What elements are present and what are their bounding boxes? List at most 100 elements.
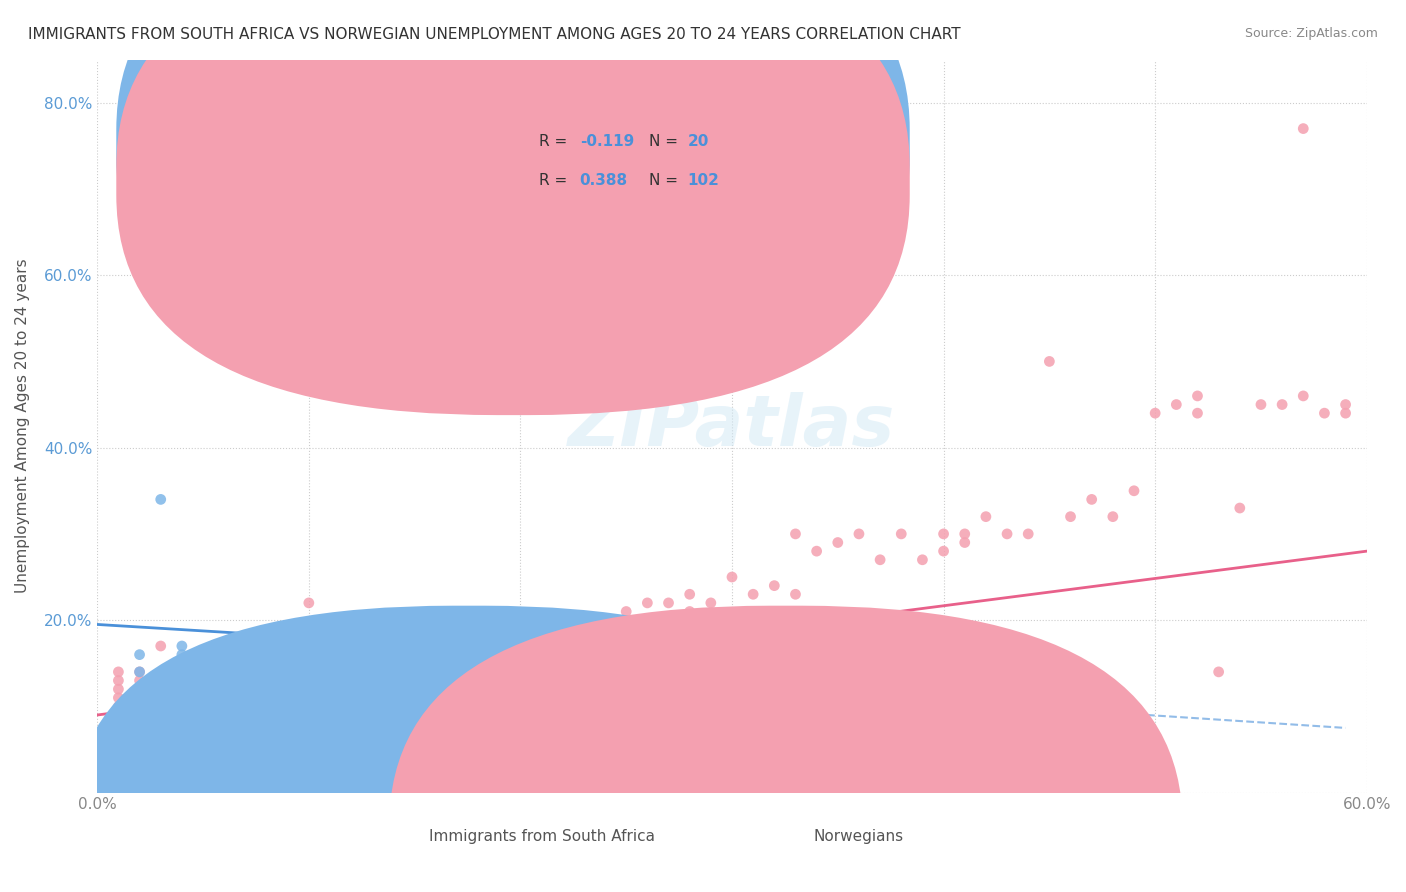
Text: N =: N = — [650, 173, 683, 188]
Point — [107, 673, 129, 688]
Point — [298, 596, 321, 610]
Point — [848, 527, 870, 541]
Text: 0.388: 0.388 — [579, 173, 628, 188]
Point — [425, 716, 447, 731]
Text: N =: N = — [650, 134, 683, 149]
Point — [593, 613, 616, 627]
Point — [170, 673, 193, 688]
Point — [974, 673, 997, 688]
Point — [340, 639, 363, 653]
FancyBboxPatch shape — [478, 111, 783, 213]
Point — [149, 682, 172, 697]
Point — [721, 570, 744, 584]
Point — [932, 544, 955, 558]
Point — [953, 535, 976, 549]
Point — [170, 690, 193, 705]
Point — [128, 682, 150, 697]
Point — [107, 690, 129, 705]
Point — [1059, 509, 1081, 524]
Point — [953, 527, 976, 541]
Point — [1123, 483, 1146, 498]
Point — [235, 648, 257, 662]
Point — [1017, 657, 1039, 671]
Point — [235, 673, 257, 688]
Point — [488, 639, 510, 653]
Point — [1144, 406, 1167, 420]
Text: 20: 20 — [688, 134, 709, 149]
Point — [488, 622, 510, 636]
Point — [551, 631, 574, 645]
Text: -0.119: -0.119 — [579, 134, 634, 149]
Point — [467, 631, 489, 645]
Point — [256, 657, 278, 671]
Point — [256, 673, 278, 688]
Point — [212, 665, 235, 679]
Y-axis label: Unemployment Among Ages 20 to 24 years: Unemployment Among Ages 20 to 24 years — [15, 259, 30, 593]
Point — [1166, 398, 1188, 412]
Point — [1102, 509, 1125, 524]
Point — [1187, 406, 1209, 420]
Point — [1017, 527, 1039, 541]
Point — [361, 673, 384, 688]
Point — [340, 657, 363, 671]
Point — [446, 639, 468, 653]
Point — [235, 639, 257, 653]
Text: IMMIGRANTS FROM SOUTH AFRICA VS NORWEGIAN UNEMPLOYMENT AMONG AGES 20 TO 24 YEARS: IMMIGRANTS FROM SOUTH AFRICA VS NORWEGIA… — [28, 27, 960, 42]
Point — [404, 639, 426, 653]
Point — [1334, 406, 1357, 420]
Point — [149, 492, 172, 507]
Point — [911, 553, 934, 567]
Point — [212, 648, 235, 662]
Point — [657, 613, 679, 627]
Point — [488, 639, 510, 653]
Point — [128, 690, 150, 705]
Point — [763, 579, 786, 593]
Point — [212, 657, 235, 671]
Point — [679, 605, 702, 619]
Point — [298, 648, 321, 662]
Text: Immigrants from South Africa: Immigrants from South Africa — [429, 829, 655, 844]
Text: R =: R = — [538, 134, 572, 149]
Point — [530, 613, 553, 627]
Point — [1271, 398, 1294, 412]
Point — [404, 657, 426, 671]
Point — [1250, 398, 1272, 412]
Point — [1080, 492, 1102, 507]
Point — [425, 648, 447, 662]
Point — [657, 596, 679, 610]
Point — [298, 665, 321, 679]
Point — [530, 631, 553, 645]
Point — [191, 665, 214, 679]
Point — [170, 648, 193, 662]
Point — [128, 665, 150, 679]
Point — [806, 648, 828, 662]
Point — [212, 673, 235, 688]
Point — [340, 665, 363, 679]
Point — [1038, 354, 1060, 368]
Point — [785, 587, 807, 601]
Point — [277, 673, 299, 688]
FancyBboxPatch shape — [117, 0, 910, 415]
Point — [679, 587, 702, 601]
Point — [1292, 121, 1315, 136]
Point — [191, 648, 214, 662]
Point — [382, 639, 405, 653]
Point — [1334, 398, 1357, 412]
Point — [170, 682, 193, 697]
Point — [382, 665, 405, 679]
Point — [721, 665, 744, 679]
Text: R =: R = — [538, 173, 572, 188]
Point — [974, 509, 997, 524]
Point — [995, 673, 1018, 688]
FancyBboxPatch shape — [389, 606, 1182, 892]
Point — [191, 690, 214, 705]
Text: Norwegians: Norwegians — [814, 829, 904, 844]
Point — [256, 665, 278, 679]
Point — [890, 527, 912, 541]
FancyBboxPatch shape — [72, 606, 865, 892]
Point — [700, 596, 723, 610]
Text: 102: 102 — [688, 173, 720, 188]
Point — [1292, 389, 1315, 403]
FancyBboxPatch shape — [117, 0, 910, 378]
Point — [1313, 406, 1336, 420]
